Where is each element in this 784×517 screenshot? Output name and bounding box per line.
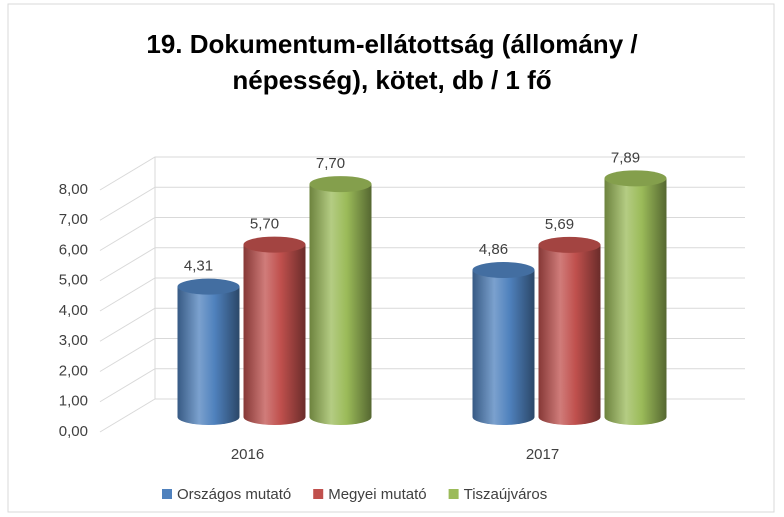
- legend-swatch: [162, 489, 172, 499]
- y-tick-label: 0,00: [59, 423, 88, 440]
- legend-label: Országos mutató: [177, 486, 291, 503]
- chart-title: 19. Dokumentum-ellátottság (állomány / n…: [146, 29, 638, 95]
- legend-label: Megyei mutató: [328, 486, 426, 503]
- bar: [604, 170, 667, 425]
- bar: [309, 176, 372, 425]
- bar: [243, 236, 306, 425]
- value-label: 5,69: [545, 216, 574, 233]
- value-label: 5,70: [250, 216, 279, 233]
- legend-swatch: [313, 489, 324, 499]
- bar: [472, 261, 535, 425]
- bar: [538, 236, 601, 425]
- y-tick-label: 4,00: [59, 302, 88, 319]
- value-label: 4,86: [479, 241, 508, 258]
- y-tick-label: 6,00: [59, 241, 88, 258]
- value-label: 7,89: [611, 149, 640, 166]
- y-tick-label: 5,00: [59, 272, 88, 289]
- y-tick-label: 7,00: [59, 211, 88, 228]
- value-label: 4,31: [184, 258, 213, 275]
- x-tick-label: 2017: [526, 446, 559, 463]
- legend-swatch: [448, 489, 459, 499]
- x-tick-label: 2016: [231, 446, 264, 463]
- y-tick-label: 1,00: [59, 393, 88, 410]
- y-tick-label: 2,00: [59, 362, 88, 379]
- legend-label: Tiszaújváros: [464, 486, 548, 503]
- bar: [177, 278, 240, 425]
- y-tick-label: 3,00: [59, 332, 88, 349]
- y-tick-label: 8,00: [59, 181, 88, 198]
- value-label: 7,70: [316, 155, 345, 172]
